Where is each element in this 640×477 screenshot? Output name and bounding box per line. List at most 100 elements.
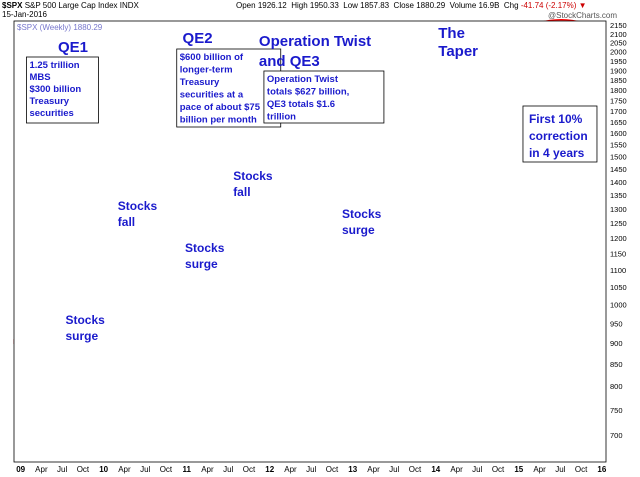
x-tick-label: Oct: [160, 465, 173, 474]
qe1-box: [26, 56, 99, 124]
x-tick-label: Jul: [472, 465, 482, 474]
stocks-fall-2: Stocks: [233, 169, 273, 183]
x-tick-label: 13: [348, 465, 357, 474]
correction-line: First 10%: [529, 112, 583, 126]
x-tick-label: Oct: [326, 465, 339, 474]
volume-value: 16.9B: [478, 1, 500, 10]
stocks-surge-2: surge: [185, 257, 218, 271]
twist-box-line: QE3 totals $1.6: [267, 99, 335, 110]
qe1-title: QE1: [58, 39, 88, 56]
x-tick-label: Jul: [389, 465, 399, 474]
qe1-box-line: MBS: [29, 72, 50, 83]
annotation-texts: $SPX (Weekly) 1880.29 QE1 1.25 trillionMBS…: [17, 23, 598, 343]
x-tick-label: 15: [514, 465, 523, 474]
chg-down-icon: ▼: [578, 1, 587, 10]
x-tick-label: Oct: [409, 465, 422, 474]
x-tick-label: 09: [16, 465, 25, 474]
stocks-fall-1: fall: [118, 215, 135, 229]
y-tick-label: 1450: [610, 165, 627, 174]
twist-box-line: Operation Twist: [267, 74, 339, 85]
chg-value: -41.74 (-2.17%): [520, 1, 577, 10]
high-label: High: [291, 1, 308, 10]
y-tick-label: 1250: [610, 219, 627, 228]
close-value: 1880.29: [416, 1, 446, 10]
y-tick-label: 1300: [610, 205, 627, 214]
y-tick-label: 1650: [610, 118, 627, 127]
y-tick-label: 1900: [610, 66, 627, 75]
y-tick-label: 1600: [610, 129, 627, 138]
qe1-box-line: $300 billion: [29, 84, 81, 95]
chg-label: Chg: [503, 1, 519, 10]
x-tick-label: 16: [597, 465, 606, 474]
y-tick-label: 2000: [610, 48, 627, 57]
y-tick-label: 1700: [610, 107, 627, 116]
x-tick-label: Apr: [284, 465, 297, 474]
y-tick-label: 950: [610, 319, 623, 328]
x-tick-label: Oct: [492, 465, 505, 474]
x-tick-label: Jul: [223, 465, 233, 474]
twist-box: [263, 70, 385, 124]
y-tick-label: 850: [610, 360, 623, 369]
y-tick-label: 800: [610, 382, 623, 391]
volume-label: Volume: [449, 1, 477, 10]
correction-line: correction: [529, 129, 588, 143]
x-tick-label: 11: [182, 465, 191, 474]
qe1-box-line: 1.25 trillion: [29, 60, 79, 71]
y-tick-label: 2050: [610, 39, 627, 48]
y-tick-label: 1850: [610, 76, 627, 85]
qe2-box-line: securities at a: [180, 90, 244, 101]
twist-box-line: totals $627 billion,: [267, 87, 349, 98]
header-ohlc: Open 1926.12 High 1950.33 Low 1857.83 Cl…: [236, 1, 587, 10]
y-tick-label: 1150: [610, 250, 626, 259]
close-label: Close: [393, 1, 414, 10]
x-tick-label: 12: [265, 465, 274, 474]
qe2-box: [176, 48, 282, 128]
low-value: 1857.83: [360, 1, 390, 10]
x-tick-label: Apr: [201, 465, 214, 474]
open-value: 1926.12: [257, 1, 287, 10]
qe2-box-line: longer-term: [180, 65, 233, 76]
y-tick-label: 700: [610, 431, 623, 440]
qe2-box-line: billion per month: [180, 115, 257, 126]
y-tick-label: 1400: [610, 178, 627, 187]
y-tick-label: 2100: [610, 30, 627, 39]
y-tick-label: 1100: [610, 266, 626, 275]
correction-box: [522, 105, 598, 163]
chart-legend: $SPX (Weekly) 1880.29: [17, 23, 103, 32]
index-name: S&P 500 Large Cap Index: [24, 1, 118, 10]
header-symbol-line: $SPX S&P 500 Large Cap Index INDX: [2, 1, 139, 10]
x-tick-label: Apr: [450, 465, 463, 474]
x-tick-label: Oct: [77, 465, 90, 474]
symbol: $SPX: [2, 1, 23, 10]
qe2-box-line: Treasury: [180, 77, 220, 88]
stocks-surge-3: surge: [342, 223, 375, 237]
qe1-box-line: securities: [29, 108, 73, 119]
y-tick-label: 2150: [610, 21, 627, 30]
taper-title-1: The: [438, 25, 465, 42]
y-tick-label: 1500: [610, 153, 627, 162]
correction-line: in 4 years: [529, 146, 585, 160]
x-tick-label: Jul: [140, 465, 150, 474]
stocks-surge-1: Stocks: [65, 313, 105, 327]
twist-box-line: trillion: [267, 112, 296, 123]
qe1-box-line: Treasury: [29, 96, 69, 107]
x-tick-label: Apr: [533, 465, 546, 474]
y-tick-label: 1000: [610, 301, 627, 310]
y-tick-label: 1800: [610, 86, 627, 95]
x-tick-label: Oct: [575, 465, 588, 474]
y-tick-label: 900: [610, 339, 623, 348]
open-label: Open: [236, 1, 256, 10]
stocks-surge-1: surge: [65, 329, 98, 343]
x-tick-label: Jul: [555, 465, 565, 474]
y-tick-label: 1750: [610, 96, 627, 105]
stocks-surge-3: Stocks: [342, 207, 382, 221]
low-label: Low: [343, 1, 358, 10]
x-tick-label: Jul: [306, 465, 316, 474]
x-tick-label: 10: [99, 465, 108, 474]
x-tick-label: Oct: [243, 465, 256, 474]
qe2-box-line: pace of about $75: [180, 102, 261, 113]
x-tick-label: Jul: [57, 465, 67, 474]
twist-title-2: and QE3: [259, 53, 320, 70]
y-tick-label: 1050: [610, 283, 627, 292]
